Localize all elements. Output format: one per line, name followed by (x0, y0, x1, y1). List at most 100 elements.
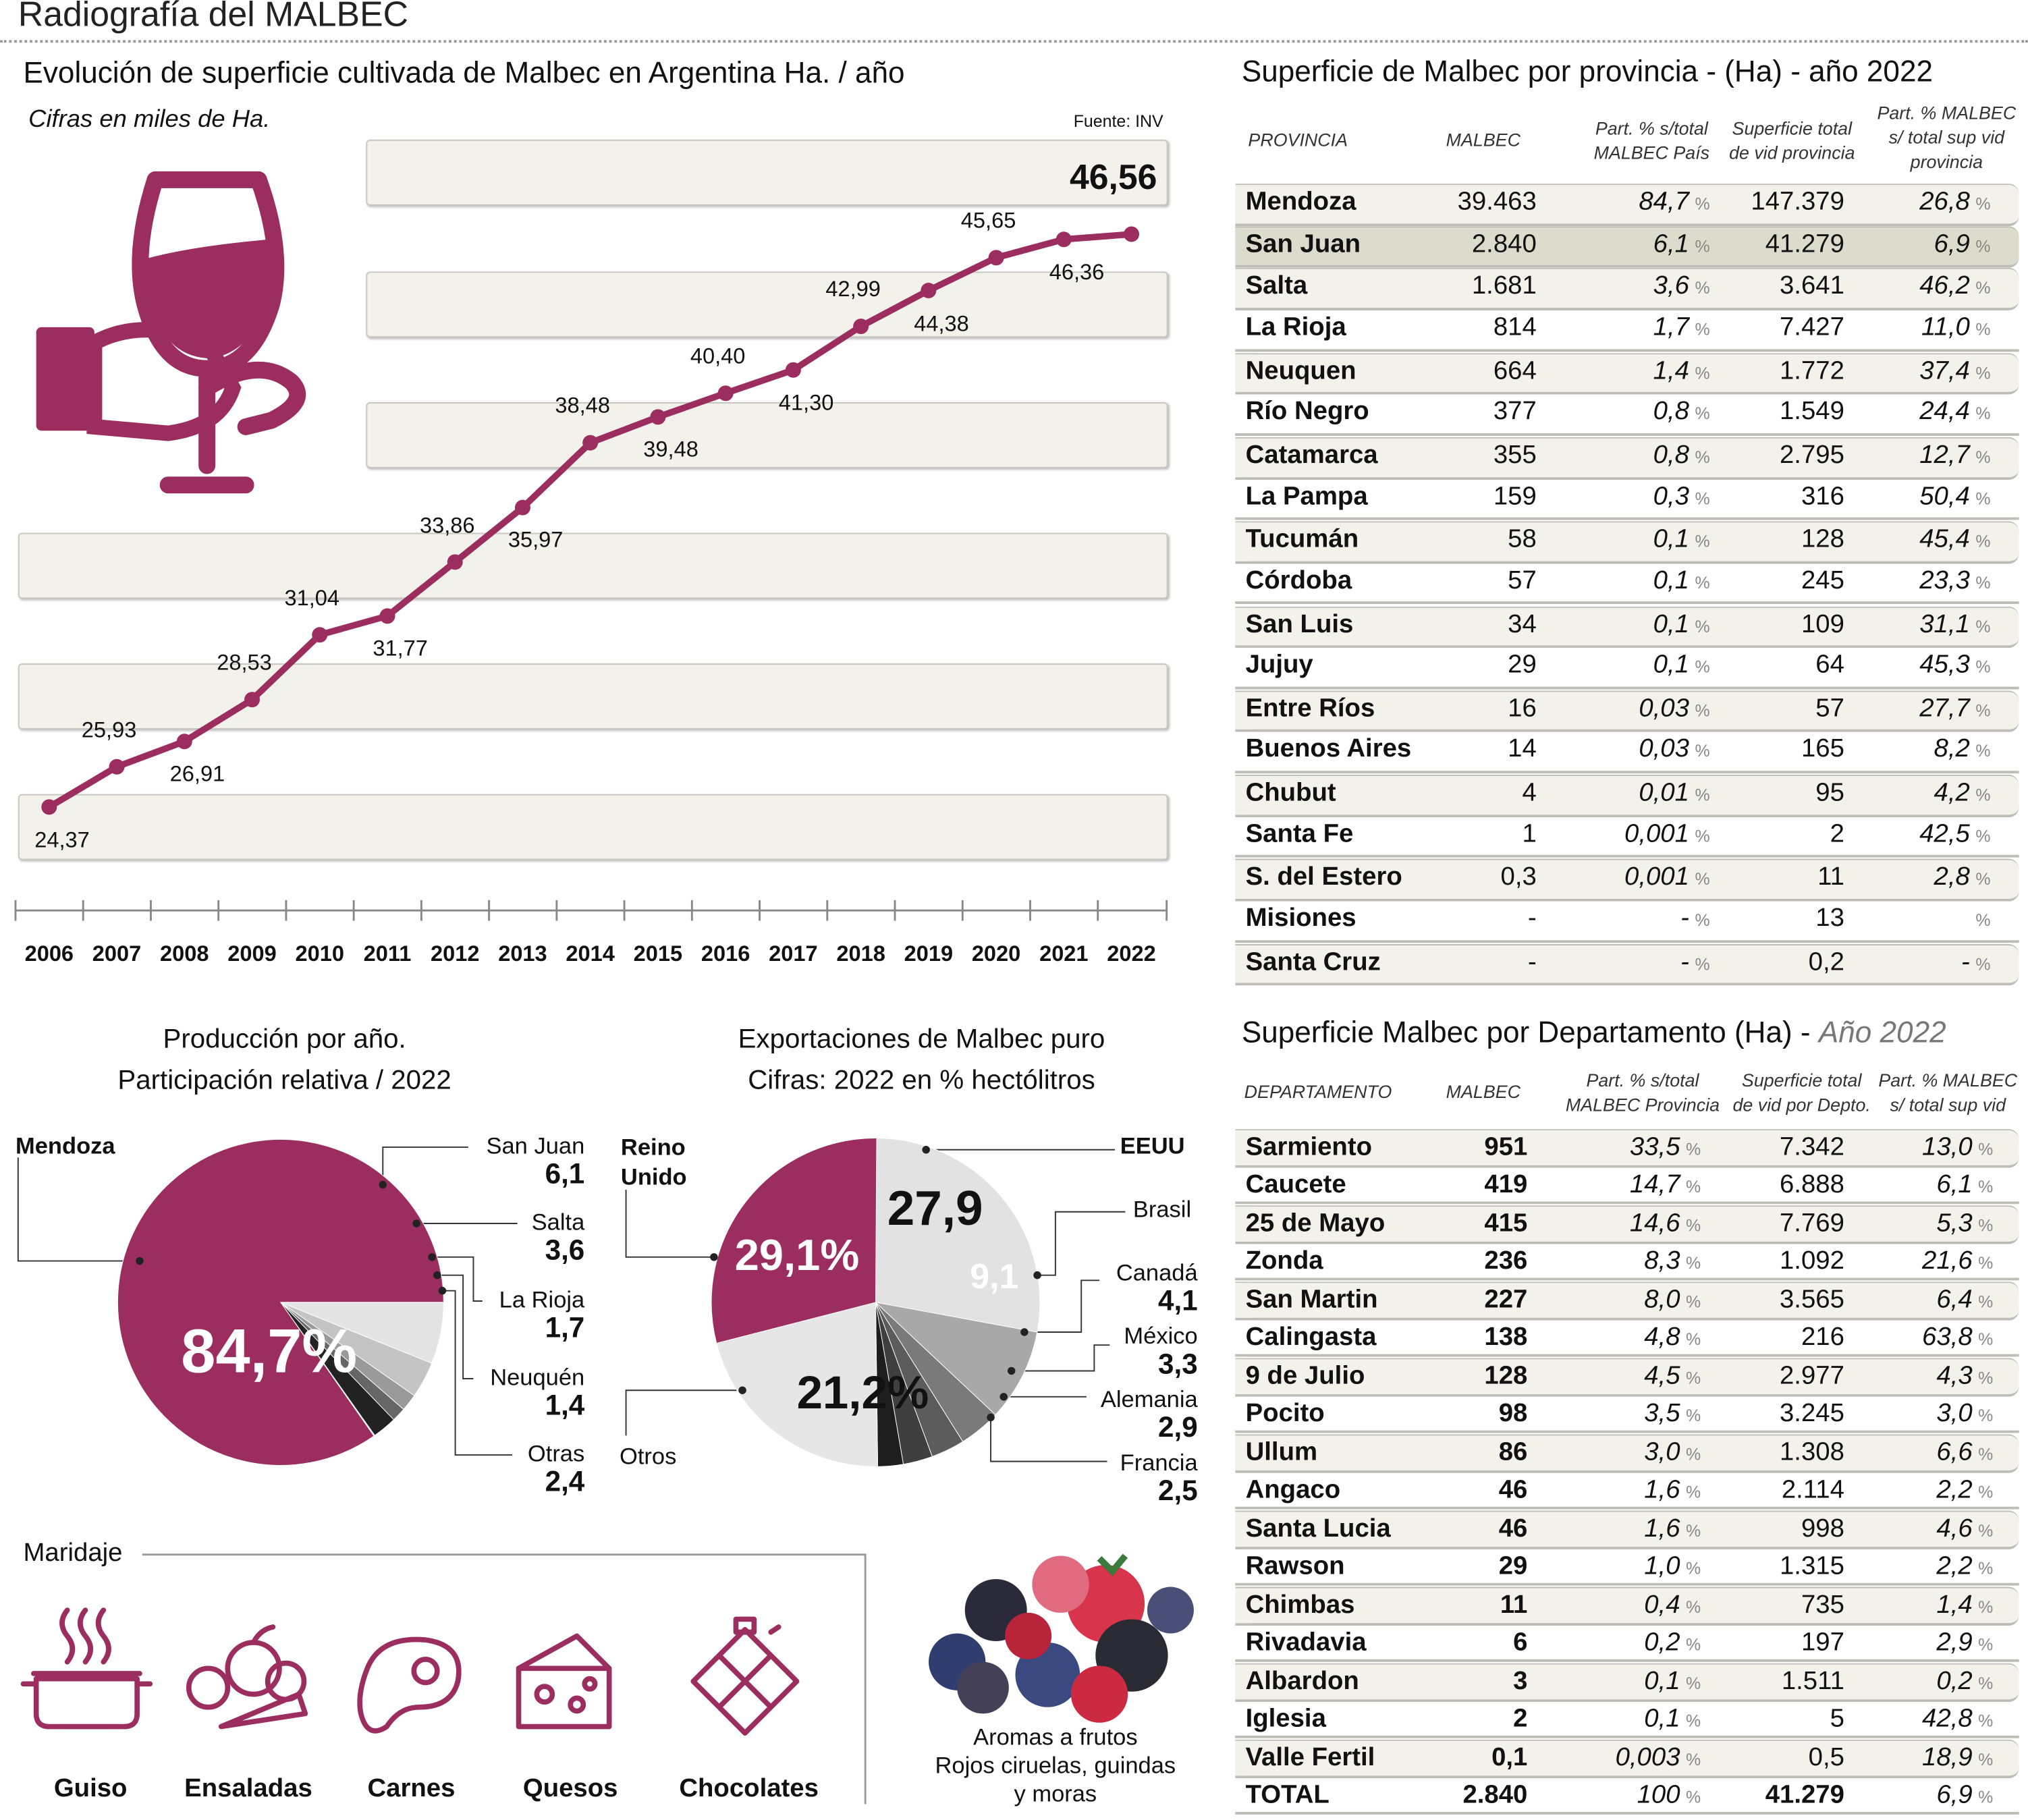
x-tick-label: 2009 (227, 941, 277, 966)
cell-name: Rawson (1245, 1551, 1345, 1580)
x-tick-label: 2010 (295, 941, 344, 966)
steak-icon (357, 1636, 462, 1734)
cell-part: 0,03 (1639, 694, 1689, 723)
table-row: S. del Estero 0,3 0,001 11 2,8%% (1235, 859, 2019, 902)
maridaje-item: Quesos (522, 1774, 618, 1803)
grid-band (18, 532, 1168, 599)
cell-part: 0,3 (1653, 481, 1689, 511)
x-axis (14, 900, 1168, 921)
percent-sign: % (1686, 1405, 1701, 1425)
cell-part-sup: 21,6 (1922, 1246, 1973, 1275)
cell-part: 0,001 (1624, 863, 1689, 892)
data-point (176, 734, 192, 750)
cell-part-sup: 6,6 (1936, 1438, 1973, 1467)
table-row: Iglesia 2 0,1 5 42,8%% (1235, 1701, 2019, 1738)
cell-superficie: 7.769 (1779, 1209, 1844, 1238)
grid-band (366, 271, 1168, 338)
pie2-title: Exportaciones de Malbec puro (738, 1024, 1105, 1054)
percent-sign: % (1686, 1444, 1701, 1464)
table-row: Albardon 3 0,1 1.511 0,2%% (1235, 1663, 2019, 1702)
leader-dot (999, 1393, 1008, 1401)
cell-malbec: 128 (1484, 1362, 1528, 1391)
cell-superficie: 5 (1830, 1703, 1844, 1733)
page-title: Radiografía del MALBEC (18, 0, 408, 34)
data-label: 40,40 (690, 343, 746, 369)
cell-part-sup: - (1961, 947, 1970, 976)
exports-pie-chart (625, 1138, 1126, 1467)
cell-name: Santa Cruz (1245, 947, 1381, 976)
berries-photo (929, 1553, 1194, 1723)
maridaje-item: Carnes (367, 1774, 456, 1803)
cell-name: San Juan (1245, 229, 1361, 258)
percent-sign: % (1695, 741, 1710, 761)
data-point (312, 627, 328, 643)
cell-part: 0,001 (1624, 819, 1689, 848)
cell-part-sup: 6,9 (1934, 229, 1970, 258)
col-header-departamento: DEPARTAMENTO (1244, 1081, 1392, 1102)
leader-dot (136, 1257, 144, 1265)
cell-superficie: 1.315 (1779, 1551, 1844, 1580)
cell-part: 1,7 (1653, 312, 1689, 341)
cell-name: Santa Lucia (1245, 1514, 1391, 1543)
cell-part-sup: 18,9 (1922, 1743, 1973, 1772)
pie2-value-otros: 21,2% (796, 1365, 929, 1419)
cell-name: Neuquen (1245, 356, 1356, 385)
leader-dot (710, 1253, 718, 1261)
pot-icon (20, 1607, 153, 1730)
cell-superficie: 165 (1801, 735, 1844, 764)
cell-malbec: 58 (1508, 525, 1537, 554)
cell-part-sup: 5,3 (1936, 1209, 1973, 1238)
cell-part: 4,5 (1644, 1362, 1680, 1391)
cell-part-sup: 4,6 (1936, 1514, 1973, 1543)
percent-sign: % (1978, 1557, 1994, 1578)
table-row: Buenos Aires 14 0,03 165 8,2%% (1235, 733, 2019, 774)
pie2-value-eeuu: 27,9 (887, 1182, 983, 1237)
cell-name: San Luis (1245, 609, 1354, 638)
cell-part-sup: 4,2 (1934, 778, 1970, 808)
cell-part-sup: 24,4 (1919, 397, 1970, 426)
table-row: La Pampa 159 0,3 316 50,4%% (1235, 479, 2019, 520)
cell-superficie: 216 (1801, 1322, 1844, 1351)
percent-sign: % (1686, 1292, 1701, 1312)
percent-sign: % (1686, 1139, 1701, 1159)
percent-sign: % (1975, 869, 1991, 889)
cell-part: 0,1 (1653, 566, 1689, 595)
maridaje-item: Guiso (53, 1774, 128, 1803)
cell-part: 0,1 (1653, 651, 1689, 680)
percent-sign: % (1975, 194, 1991, 214)
table-row: Tucumán 58 0,1 128 45,4%% (1235, 521, 2019, 564)
cell-malbec: - (1528, 904, 1537, 933)
x-tick-label: 2018 (836, 941, 885, 966)
percent-sign: % (1686, 1634, 1701, 1654)
cell-part-sup: 42,5 (1919, 819, 1970, 848)
percent-sign: % (1975, 362, 1991, 383)
x-tick-label: 2020 (971, 941, 1021, 966)
cell-part: 3,5 (1644, 1398, 1680, 1427)
cell-superficie: 57 (1815, 694, 1844, 723)
pie1-label-neuquen: Neuquén 1,4 (427, 1364, 584, 1421)
data-point (582, 435, 599, 451)
cell-part: 100 (1637, 1780, 1680, 1809)
data-point (379, 608, 395, 624)
table-row: Neuquen 664 1,4 1.772 37,4%% (1235, 352, 2019, 395)
grid-band (18, 794, 1168, 860)
x-tick-label: 2017 (769, 941, 818, 966)
cell-name: Iglesia (1245, 1703, 1326, 1733)
cell-malbec: 236 (1484, 1246, 1528, 1275)
percent-sign: % (1975, 954, 1991, 974)
table-row: 25 de Mayo 415 14,6 7.769 5,3%% (1235, 1205, 2019, 1244)
aromas-line-2: Rojos ciruelas, guindas (935, 1752, 1176, 1779)
percent-sign: % (1695, 869, 1710, 889)
data-label: 39,48 (643, 437, 698, 462)
cell-name: Mendoza (1245, 187, 1356, 217)
leader-dot (428, 1253, 436, 1261)
x-tick-label: 2015 (633, 941, 683, 966)
slice-name: Salta (531, 1209, 585, 1236)
line-chart (41, 226, 1140, 815)
slice-name: Neuquén (490, 1364, 585, 1391)
percent-sign: % (1686, 1368, 1701, 1388)
x-tick-label: 2021 (1039, 941, 1089, 966)
cell-part-sup: 13,0 (1922, 1132, 1973, 1162)
data-label: 35,97 (508, 528, 564, 553)
